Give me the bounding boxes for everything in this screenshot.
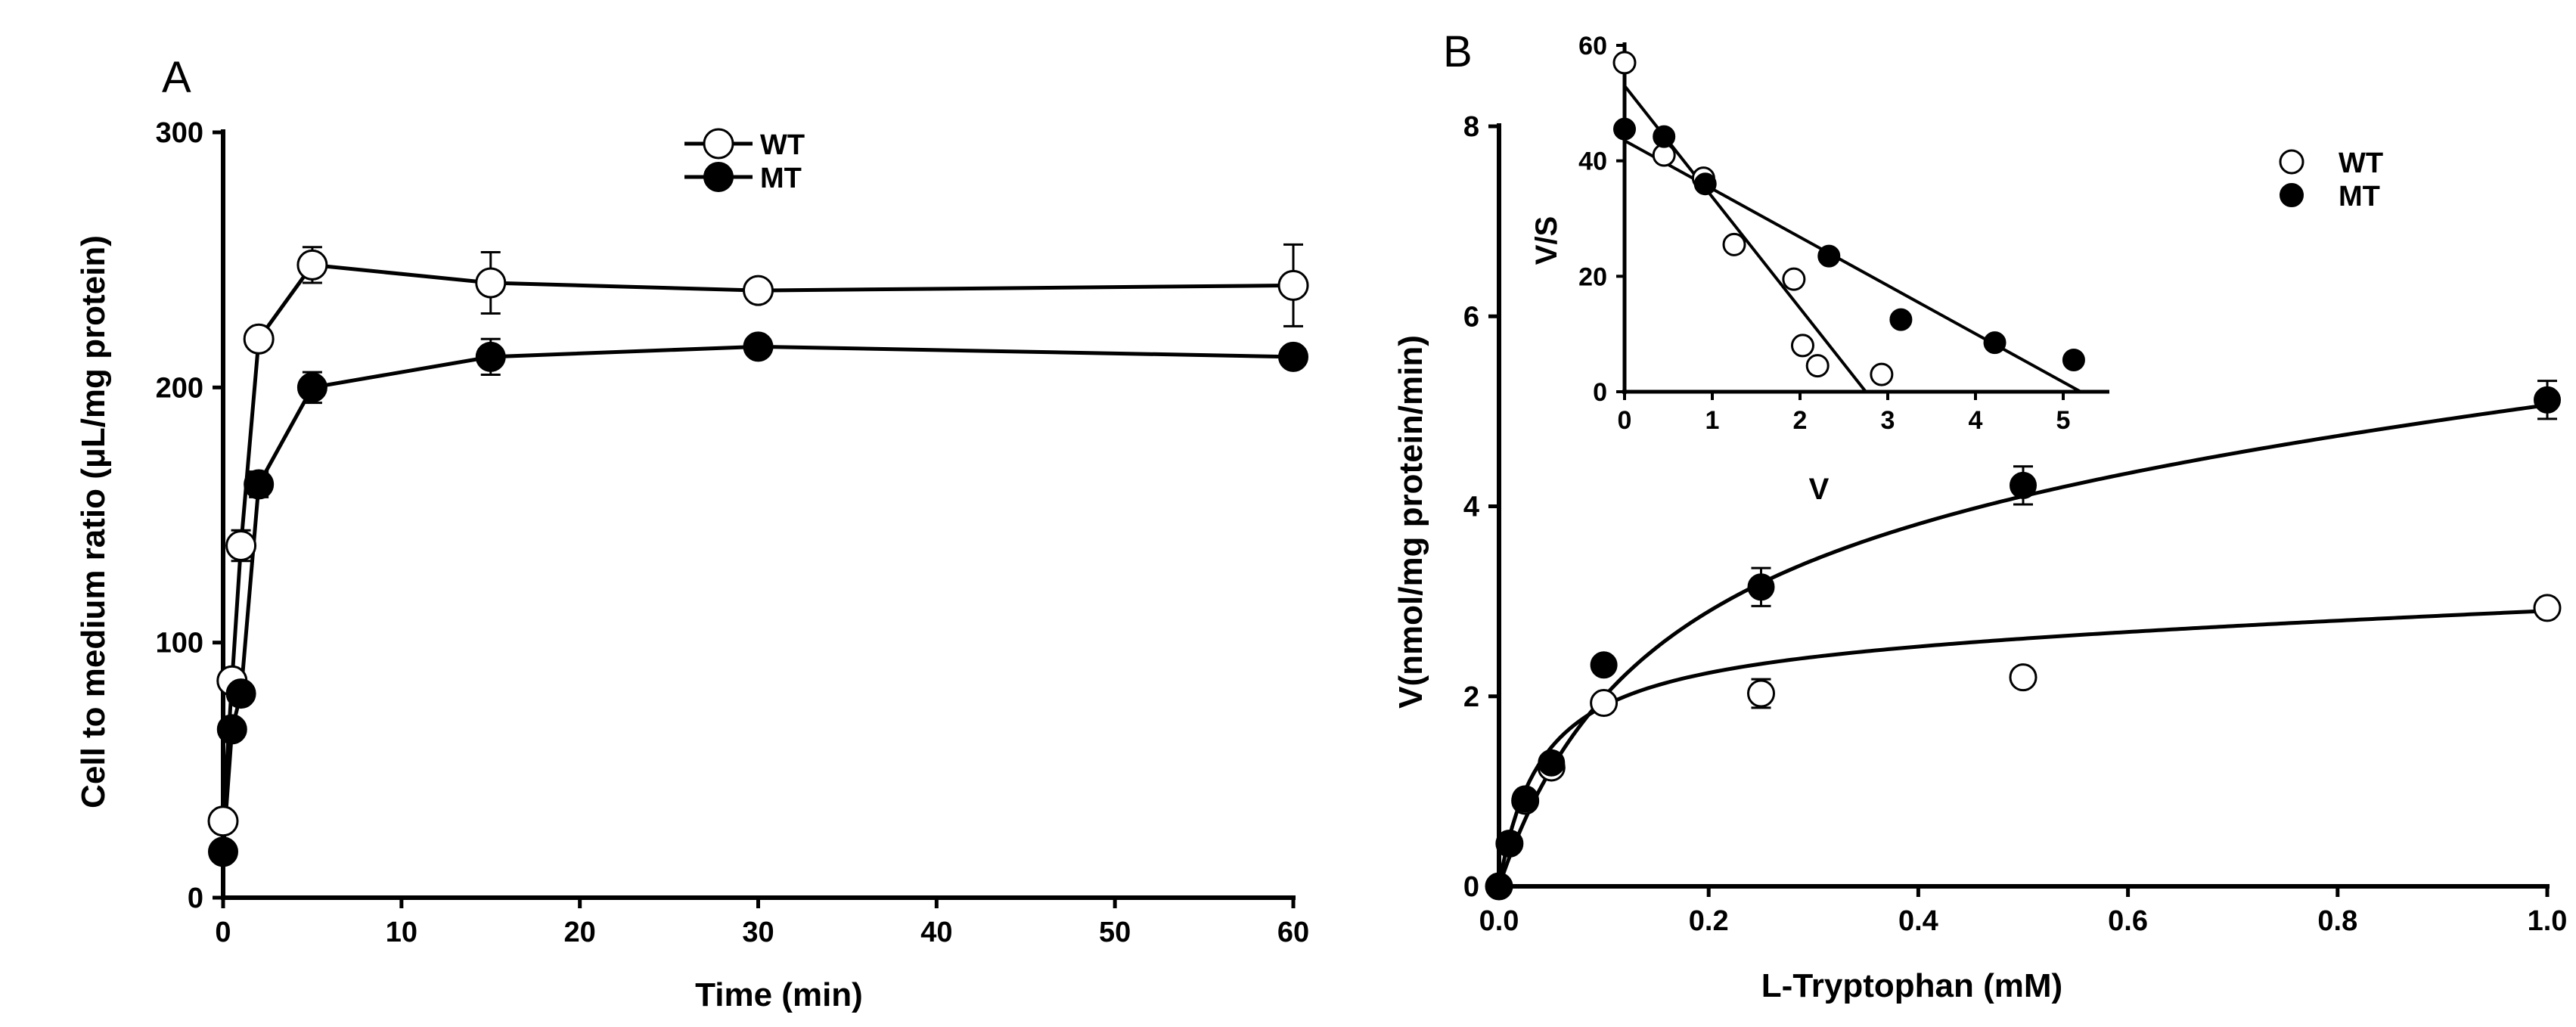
panel-a-xlabel: Time (min) [695,976,863,1013]
legend-b-wt-marker [2279,149,2304,175]
inset-mt-point [2062,349,2085,372]
inset-mt-point [1613,117,1636,141]
inset-xlabel: V [1809,473,1830,506]
panel-b-ylabel: V(nmol/mg protein/min) [1392,335,1429,709]
inset-wt-point [1870,362,1894,386]
chart1-x-tick-label: 1.0 [2528,905,2568,937]
chart0-y-tick-label: 300 [156,117,203,149]
legend-b-wt-label: WT [2339,147,2383,179]
inset-mt-point [1983,331,2006,355]
inset-wt-point [1612,51,1637,75]
inset-mt-point [1889,308,1913,331]
panel-a-wt-point [243,323,275,355]
panel-a-mt-point [1278,341,1308,372]
chart1-y-tick-label: 6 [1463,301,1479,333]
chart1-x-tick-label: 0.2 [1689,905,1729,937]
panel-b-letter: B [1443,27,1473,76]
inset-wt-point [1790,334,1814,358]
chart1-x-tick-label: 0.0 [1479,905,1519,937]
chart0-x-tick-label: 20 [564,917,596,948]
panel-a-mt-point [216,714,247,745]
panel-b-mt-point [1747,573,1775,601]
inset-mt-point [1817,244,1841,268]
panel-a-wt-point [475,267,507,299]
panel-a-mt-point [475,341,506,372]
legend-a-mt-marker [703,162,734,192]
chart2-y-tick-label: 0 [1593,378,1607,407]
chart0-x-tick-label: 0 [215,917,231,948]
panel-a-mt-point [225,678,256,709]
panel-a-mt-point [208,836,238,867]
panel-b-fit-curve-wt [1497,609,2548,887]
chart1-y-tick-label: 8 [1463,111,1479,143]
inset-wt-point [1805,354,1830,378]
panel-a-mt-line [221,344,1294,852]
panel-b-wt-point [2009,663,2038,692]
panel-b-mt-point [1495,830,1523,858]
legend-b-mt-marker [2280,183,2304,207]
inset-mt-point [1653,125,1676,148]
panel-a-mt-point [296,372,327,403]
panel-a-wt-point [207,805,239,837]
chart2-x-tick-label: 3 [1881,406,1895,435]
panel-a-mt-point [244,469,275,500]
panel-b-wt-point [1747,679,1775,708]
chart2-x-tick-label: 0 [1618,406,1632,435]
legend-a-wt-marker [703,128,734,160]
panel-a-wt-line [221,262,1294,821]
panel-b-wt-point [1590,689,1619,718]
panel-b-mt-point [2534,386,2561,414]
panel-b-mt-point [1538,749,1566,777]
chart0-x-tick-label: 10 [386,917,417,948]
chart1-y-tick-label: 2 [1463,681,1479,713]
chart2-x-tick-label: 5 [2056,406,2071,435]
panel-a-wt-point [1277,269,1309,301]
panel-b-xlabel: L-Tryptophan (mM) [1761,967,2062,1004]
chart0-x-tick-label: 30 [742,917,774,948]
chart1-x-tick-label: 0.8 [2317,905,2357,937]
chart0-y-tick-label: 0 [188,883,203,914]
panel-b-wt-point [2533,594,2562,622]
chart1-x-tick-label: 0.6 [2108,905,2148,937]
chart2-y-tick-label: 60 [1578,32,1607,61]
panel-a-mt-point [743,331,774,362]
panel-b-mt-point [1485,873,1513,900]
chart0-x-tick-label: 60 [1277,917,1309,948]
chart0-x-tick-label: 40 [920,917,952,948]
panel-b-mt-point [1511,785,1539,813]
panel-a-letter: A [162,53,191,102]
chart2-y-tick-label: 20 [1578,262,1607,291]
legend-a-mt-label: MT [760,163,802,194]
chart2-x-tick-label: 2 [1793,406,1808,435]
legend-b-mt-label: MT [2339,181,2380,213]
chart1-x-tick-label: 0.4 [1898,905,1938,937]
chart1-y-tick-label: 0 [1463,871,1479,903]
inset-wt-point [1722,232,1746,256]
legend-a-wt-label: WT [760,129,805,161]
chart2-x-tick-label: 4 [1969,406,1983,435]
panel-a-wt-point [225,529,257,561]
chart0-x-tick-label: 50 [1099,917,1131,948]
panel-b-mt-point [1590,651,1618,679]
chart0-y-tick-label: 200 [156,372,203,404]
inset-ylabel: V/S [1530,216,1563,265]
panel-a-ylabel: Cell to medium ratio (μL/mg protein) [75,235,112,808]
chart2-x-tick-label: 1 [1705,406,1720,435]
chart0-y-tick-label: 100 [156,628,203,659]
inset-wt-point [1782,267,1806,291]
chart2-y-tick-label: 40 [1578,147,1607,176]
chart1-y-tick-label: 4 [1463,492,1479,523]
inset-mt-point [1693,172,1717,196]
panel-a-wt-point [296,249,328,281]
panel-a-wt-point [743,275,774,306]
panel-b-mt-point [2010,471,2037,499]
